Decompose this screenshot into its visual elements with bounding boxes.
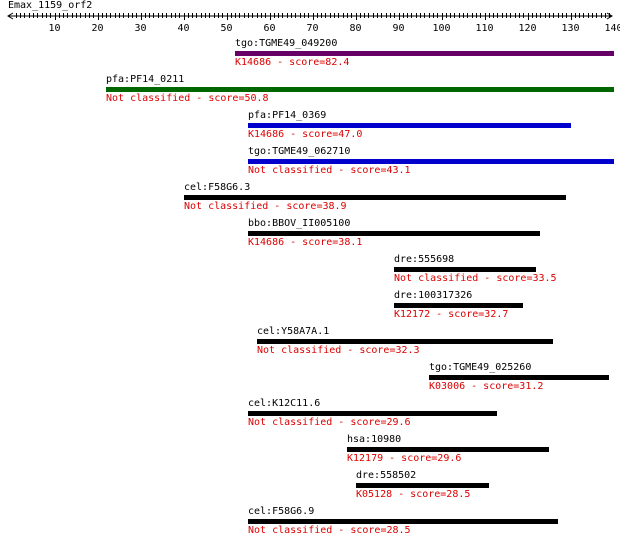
hit-row[interactable]: cel:Y58A7A.1 Not classified - score=32.3 [0, 326, 620, 362]
hit-name-link[interactable]: bbo:BBOV_II005100 [248, 218, 351, 229]
hit-name-link[interactable]: dre:558502 [356, 470, 417, 481]
ruler-tick-label: 110 [475, 23, 493, 34]
ruler-tick-label: 120 [518, 23, 536, 34]
alignment-bar[interactable] [429, 375, 609, 380]
hit-row[interactable]: dre:100317326 K12172 - score=32.7 [0, 290, 620, 326]
ruler-tick-label: 50 [220, 23, 232, 34]
alignment-bar[interactable] [248, 231, 540, 236]
hit-name-link[interactable]: cel:Y58A7A.1 [257, 326, 330, 337]
ruler-left-arrow [7, 12, 14, 20]
hit-row[interactable]: dre:558502 K05128 - score=28.5 [0, 470, 620, 506]
alignment-bar[interactable] [106, 87, 614, 92]
hit-name-link[interactable]: hsa:10980 [347, 434, 402, 445]
hit-row[interactable]: cel:K12C11.6 Not classified - score=29.6 [0, 398, 620, 434]
hit-name-link[interactable]: tgo:TGME49_062710 [248, 146, 351, 157]
hit-name-link[interactable]: pfa:PF14_0211 [106, 74, 185, 85]
alignment-bar[interactable] [235, 51, 614, 56]
hit-name-link[interactable]: cel:F58G6.9 [248, 506, 315, 517]
hit-name-link[interactable]: cel:F58G6.3 [184, 182, 251, 193]
query-title: Emax_1159_orf2 [8, 0, 93, 11]
ruler-tick-label: 100 [432, 23, 450, 34]
alignment-bar[interactable] [248, 519, 558, 524]
hit-row[interactable]: pfa:PF14_0369 K14686 - score=47.0 [0, 110, 620, 146]
hit-row[interactable]: cel:F58G6.9 Not classified - score=28.5 [0, 506, 620, 542]
ruler-tick-label: 30 [134, 23, 146, 34]
ruler-tick-label: 40 [177, 23, 189, 34]
hit-annotation: Not classified - score=29.6 [248, 417, 411, 428]
ruler-tick-label: 20 [91, 23, 103, 34]
alignment-bar[interactable] [184, 195, 566, 200]
alignment-bar[interactable] [347, 447, 549, 452]
ruler-tick-label: 130 [561, 23, 579, 34]
hit-annotation: Not classified - score=43.1 [248, 165, 411, 176]
hit-annotation: K14686 - score=82.4 [235, 57, 350, 68]
hit-annotation: K14686 - score=38.1 [248, 237, 363, 248]
ruler-tick-label: 70 [306, 23, 318, 34]
hit-row[interactable]: tgo:TGME49_025260 K03006 - score=31.2 [0, 362, 620, 398]
alignment-bar[interactable] [248, 411, 497, 416]
hit-row[interactable]: pfa:PF14_0211 Not classified - score=50.8 [0, 74, 620, 110]
alignment-bar[interactable] [394, 303, 523, 308]
ruler-tick-label: 10 [48, 23, 60, 34]
ruler-right-arrow [606, 12, 613, 20]
ruler-tick-label: 60 [263, 23, 275, 34]
hit-annotation: K05128 - score=28.5 [356, 489, 471, 500]
hit-annotation: Not classified - score=33.5 [394, 273, 557, 284]
hit-name-link[interactable]: dre:100317326 [394, 290, 473, 301]
hit-annotation: K03006 - score=31.2 [429, 381, 544, 392]
position-ruler: 10 20 30 40 50 60 70 80 90 100 110 120 130 140 [7, 12, 620, 34]
alignment-bar[interactable] [248, 123, 571, 128]
ruler-tick-label: 140 [604, 23, 620, 34]
hit-row[interactable]: cel:F58G6.3 Not classified - score=38.9 [0, 182, 620, 218]
hit-name-link[interactable]: tgo:TGME49_025260 [429, 362, 532, 373]
ruler-tick-label: 90 [392, 23, 404, 34]
hit-annotation: K12179 - score=29.6 [347, 453, 462, 464]
hit-row[interactable]: tgo:TGME49_049200 K14686 - score=82.4 [0, 38, 620, 74]
hit-row[interactable]: hsa:10980 K12179 - score=29.6 [0, 434, 620, 470]
hit-name-link[interactable]: pfa:PF14_0369 [248, 110, 327, 121]
alignment-bar[interactable] [356, 483, 489, 488]
alignment-bar[interactable] [248, 159, 614, 164]
hit-row[interactable]: bbo:BBOV_II005100 K14686 - score=38.1 [0, 218, 620, 254]
hit-annotation: Not classified - score=28.5 [248, 525, 411, 536]
hit-name-link[interactable]: tgo:TGME49_049200 [235, 38, 338, 49]
alignment-bar[interactable] [257, 339, 553, 344]
hit-row[interactable]: dre:555698 Not classified - score=33.5 [0, 254, 620, 290]
hit-annotation: Not classified - score=50.8 [106, 93, 269, 104]
hit-annotation: Not classified - score=38.9 [184, 201, 347, 212]
hit-annotation: K14686 - score=47.0 [248, 129, 363, 140]
hit-name-link[interactable]: cel:K12C11.6 [248, 398, 321, 409]
hit-name-link[interactable]: dre:555698 [394, 254, 455, 265]
alignment-bar[interactable] [394, 267, 536, 272]
hit-annotation: Not classified - score=32.3 [257, 345, 420, 356]
ruler-tick-label: 80 [349, 23, 361, 34]
hit-annotation: K12172 - score=32.7 [394, 309, 509, 320]
hit-row[interactable]: tgo:TGME49_062710 Not classified - score=… [0, 146, 620, 182]
